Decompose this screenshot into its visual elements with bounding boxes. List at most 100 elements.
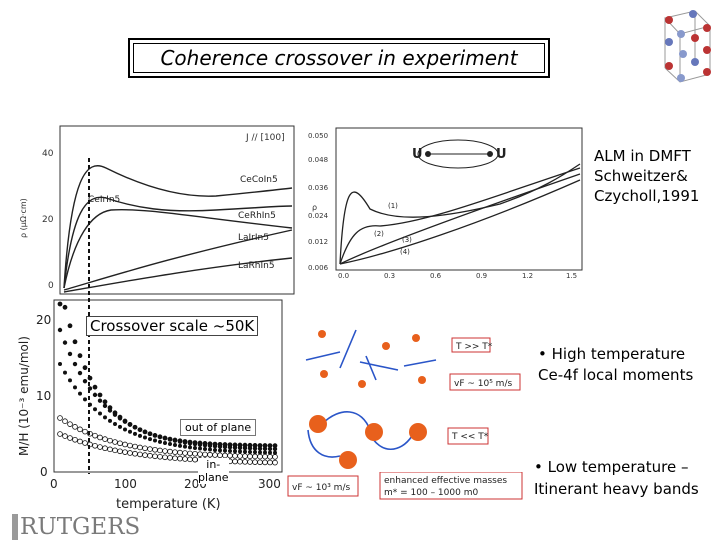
mh-data-point: [117, 448, 123, 455]
in-plane-label: in- plane: [198, 458, 229, 484]
mh-data-point: [212, 443, 218, 449]
low-temperature-label-box: T << T*: [447, 427, 489, 445]
high-t-vf: vF ~ 10⁵ m/s: [454, 379, 512, 389]
mh-data-point: [157, 454, 163, 460]
local-moments-cartoon: [305, 329, 437, 388]
rho-ytick: 0: [48, 281, 54, 291]
mh-data-point: [147, 431, 153, 436]
mh-data-point: [162, 436, 168, 441]
mh-ytick: 20: [36, 313, 51, 327]
mh-data-point: [182, 450, 188, 456]
mh-data-point: [242, 453, 248, 459]
mh-data-point: [142, 452, 148, 458]
mh-data-point: [127, 442, 133, 449]
alm-xtick: 0.6: [430, 272, 442, 280]
out-of-plane-label: out of plane: [180, 419, 257, 436]
high-temperature-note: • High temperature Ce-4f local moments: [538, 345, 694, 384]
mh-data-point: [207, 447, 212, 452]
mh-data-point: [72, 436, 78, 443]
mh-data-point: [122, 449, 128, 455]
mh-data-point: [58, 362, 63, 367]
mh-data-point: [62, 433, 68, 439]
mh-data-point: [217, 444, 223, 449]
mh-data-point: [103, 415, 108, 420]
rutgers-logo: RUTGERS: [20, 514, 141, 540]
mh-data-point: [147, 437, 152, 442]
alm-ytick: 0.050: [308, 132, 328, 140]
alm-ytick: 0.006: [308, 264, 329, 272]
mh-data-point: [172, 449, 178, 455]
mh-data-point: [142, 445, 148, 452]
mh-data-point: [127, 422, 133, 427]
mh-data-point: [192, 456, 198, 463]
mh-data-point: [112, 447, 118, 454]
mh-data-point: [77, 438, 83, 445]
mh-data-point: [112, 439, 118, 445]
mh-data-point: [108, 418, 113, 423]
resistivity-plot: ρ (μΩ·cm) 40 20 0 J // [100] CeCoIn5 CeI…: [16, 118, 302, 298]
mh-data-point: [232, 453, 238, 459]
mh-data-point: [172, 455, 178, 461]
alm-dmft-plot: ρ 0.050 0.048 0.036 0.024 0.012 0.006 0.…: [300, 124, 590, 280]
mh-data-point: [107, 437, 113, 444]
mh-data-point: [217, 452, 223, 459]
mh-data-point: [92, 392, 98, 398]
alm-ytick: 0.048: [308, 156, 328, 164]
rho-ytick: 20: [42, 215, 54, 225]
mh-data-point: [237, 458, 243, 465]
mh-data-point: [202, 447, 207, 452]
mh-data-point: [157, 447, 163, 454]
mh-data-point: [187, 456, 193, 463]
mass-line-2: m* = 100 – 1000 m0: [384, 488, 478, 498]
mh-ytick: 0: [40, 465, 48, 479]
mh-ytick: 10: [36, 389, 51, 403]
mh-data-point: [82, 365, 88, 371]
mh-data-point: [167, 454, 173, 461]
high-temperature-labels: T >> T* vF ~ 10⁵ m/s: [449, 337, 521, 391]
mh-data-point: [227, 448, 232, 453]
crystal-structure-image: [664, 10, 711, 83]
alm-ylabel: ρ: [312, 203, 317, 212]
alm-ytick: 0.036: [308, 184, 329, 192]
mh-data-point: [107, 408, 113, 413]
mh-data-point: [177, 439, 183, 444]
mh-data-point: [247, 453, 253, 460]
mh-data-point: [272, 459, 278, 466]
mh-data-point: [72, 424, 78, 430]
slide-title: Coherence crossover in experiment: [133, 43, 545, 73]
high-t-label: T >> T*: [455, 342, 493, 352]
mh-data-point: [138, 433, 143, 438]
mh-data-point: [237, 445, 243, 451]
mh-data-point: [127, 450, 133, 456]
mh-data-point: [122, 419, 128, 424]
mh-data-point: [128, 429, 133, 434]
mh-data-point: [92, 384, 98, 390]
footer-bar: [0, 514, 720, 540]
mass-line-1: enhanced effective masses: [384, 476, 507, 486]
mh-data-point: [72, 361, 78, 367]
mh-data-point: [97, 444, 103, 450]
mh-ylabel: M/H (10⁻³ emu/mol): [17, 336, 31, 456]
mh-data-point: [257, 446, 263, 451]
mh-data-point: [262, 446, 268, 451]
mh-data-point: [212, 452, 218, 458]
mh-data-point: [242, 459, 248, 465]
mh-data-point: [112, 412, 118, 417]
mh-data-point: [177, 443, 182, 448]
mh-data-point: [167, 437, 173, 442]
curve-label-larhin5: LaRhIn5: [238, 261, 275, 271]
mh-data-point: [152, 453, 158, 460]
field-direction-label: J // [100]: [245, 133, 285, 143]
mh-data-point: [267, 459, 273, 466]
mh-data-point: [152, 433, 158, 438]
low-t-label: T << T*: [451, 432, 489, 442]
mh-data-point: [247, 459, 253, 465]
alm-xtick: 0.0: [338, 272, 349, 280]
mh-data-point: [113, 422, 118, 427]
mh-data-point: [142, 429, 148, 435]
mh-data-point: [267, 446, 273, 452]
mh-data-point: [98, 411, 103, 416]
mh-data-point: [172, 442, 177, 447]
alm-ytick: 0.012: [308, 238, 328, 246]
mh-xtick: 100: [114, 477, 137, 491]
